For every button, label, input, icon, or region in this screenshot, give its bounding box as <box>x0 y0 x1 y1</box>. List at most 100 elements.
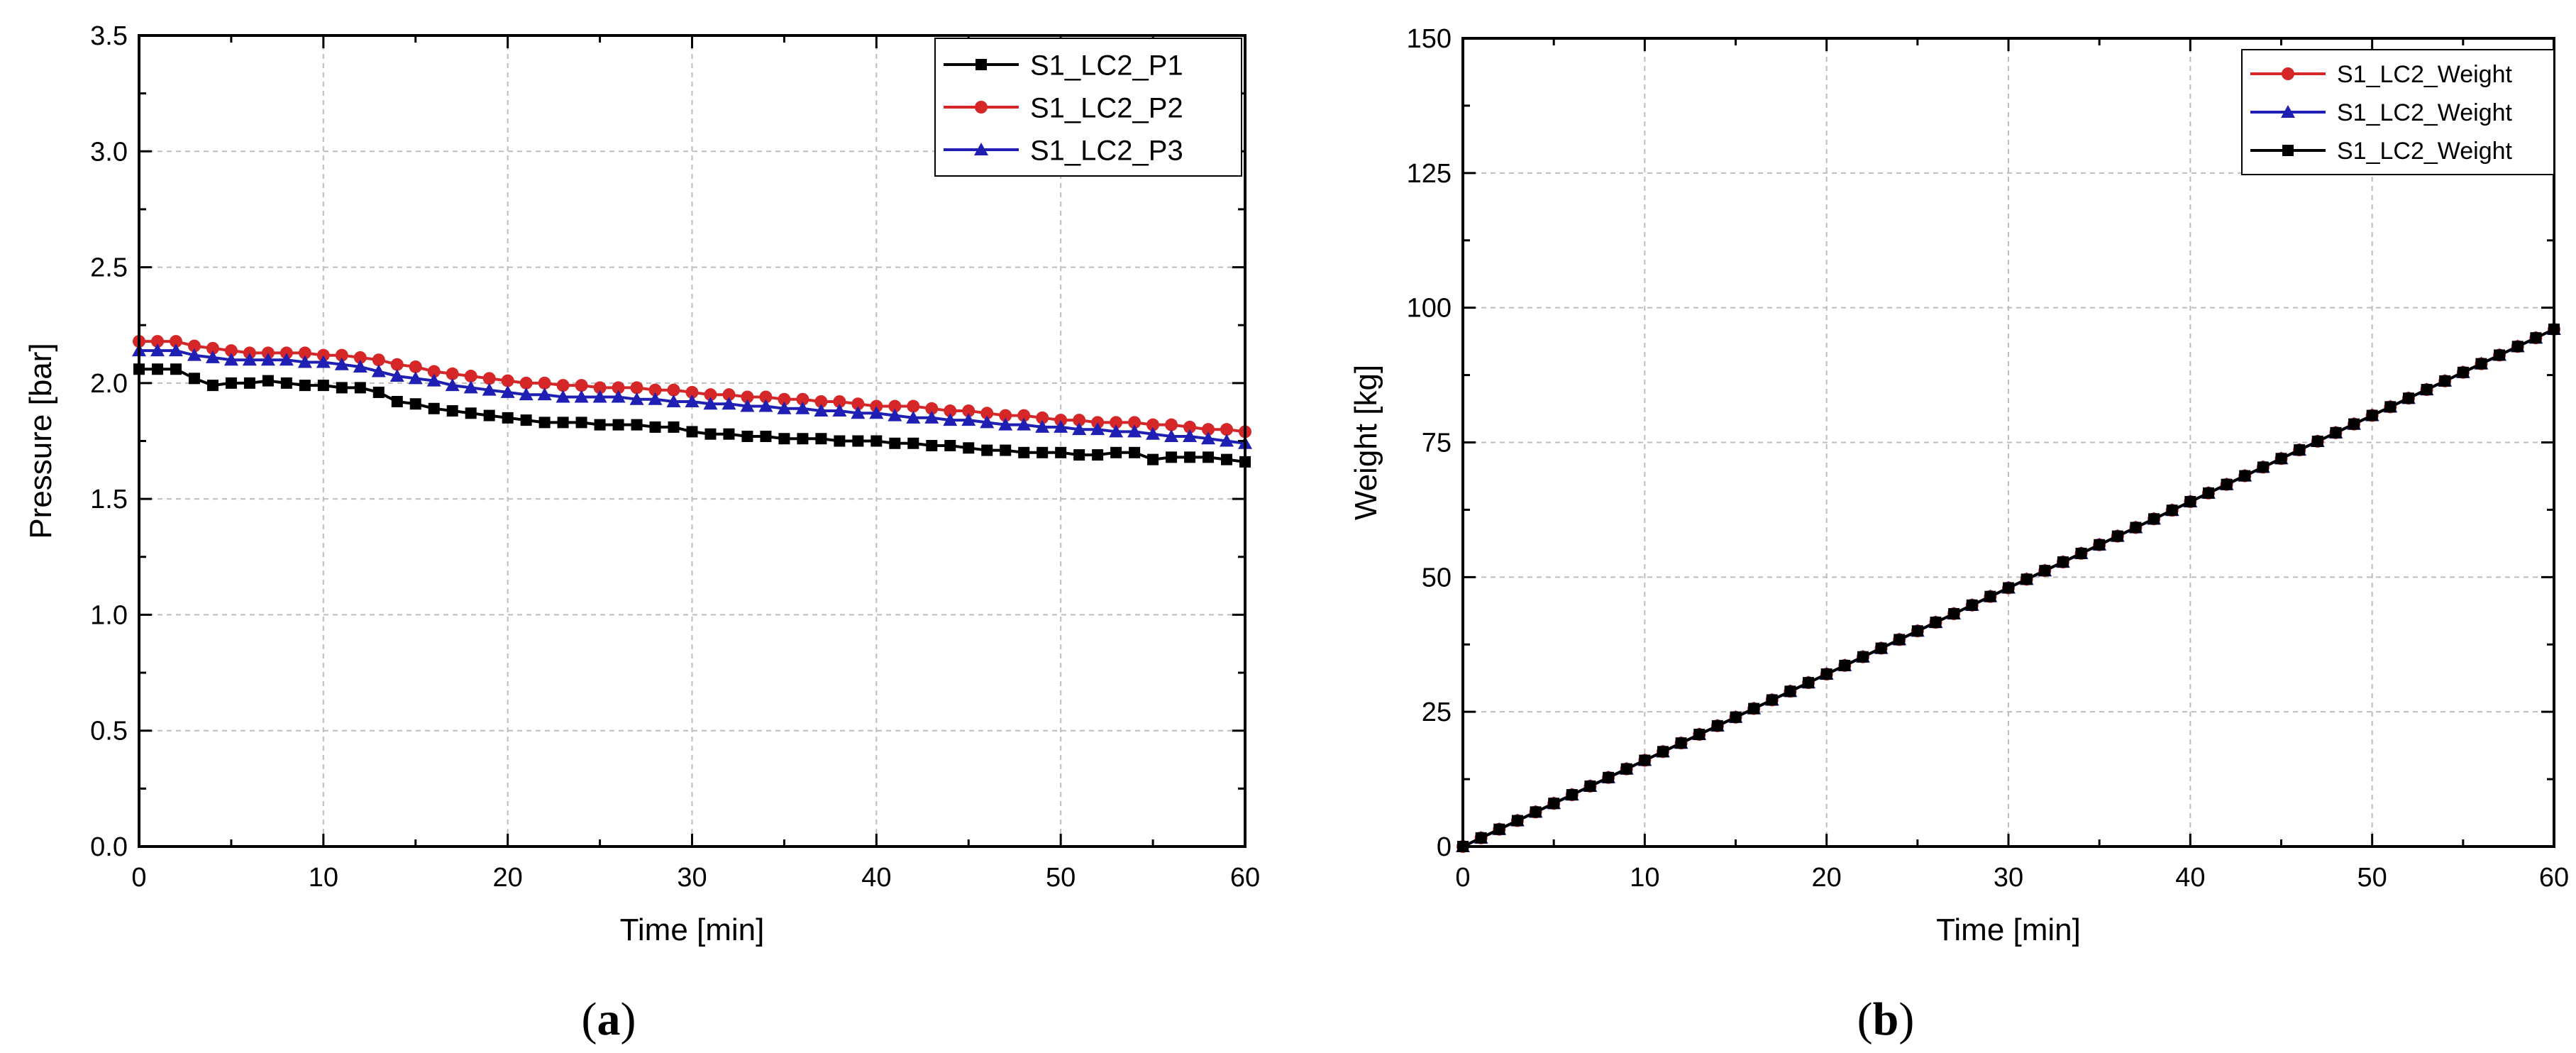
data-point-s3 <box>445 378 460 392</box>
data-point-s1 <box>575 417 587 429</box>
data-point-s3 <box>334 357 349 370</box>
data-point-s2 <box>851 397 865 411</box>
data-point-s2 <box>575 379 588 392</box>
data-point-s3 <box>906 410 921 424</box>
x-tick-label: 60 <box>1230 863 1260 893</box>
data-point-s3 <box>2511 341 2524 353</box>
data-point-s3 <box>408 371 423 385</box>
data-point-s3 <box>1875 642 1887 654</box>
data-point-s3 <box>353 359 367 373</box>
data-point-s1 <box>372 386 385 398</box>
data-point-s3 <box>980 415 995 429</box>
data-point-s2 <box>667 383 680 397</box>
data-point-s3 <box>1090 422 1105 436</box>
data-point-s2 <box>814 395 828 408</box>
data-point-s1 <box>1018 446 1030 458</box>
data-point-s1 <box>206 380 219 392</box>
x-tick-label: 10 <box>1630 863 1659 893</box>
data-point-s3 <box>1475 832 1487 844</box>
data-point-s3 <box>316 355 331 368</box>
data-point-s1 <box>1203 451 1215 463</box>
x-tick-label: 20 <box>1812 863 1842 893</box>
data-point-s3 <box>1072 422 1087 436</box>
data-point-s1 <box>502 412 514 424</box>
data-point-s3 <box>2094 539 2106 551</box>
data-point-s3 <box>2039 565 2051 577</box>
data-point-s1 <box>1166 451 1178 463</box>
data-point-s2 <box>630 381 643 395</box>
data-point-s2 <box>538 376 551 390</box>
legend-marker <box>975 101 988 114</box>
data-point-s3 <box>2221 478 2233 490</box>
data-point-s3 <box>2166 505 2178 517</box>
data-point-s3 <box>482 382 497 396</box>
legend: S1_LC2_Weight S1_LC2_Weight S1_LC2_Weight <box>2241 49 2555 175</box>
data-point-s3 <box>242 353 257 366</box>
data-point-s1 <box>1184 451 1196 463</box>
data-point-s2 <box>169 335 182 348</box>
data-point-s3 <box>205 350 220 363</box>
data-point-s3 <box>463 380 478 394</box>
data-point-s3 <box>1603 771 1615 783</box>
x-axis-title: Time [min] <box>620 913 765 947</box>
data-point-s1 <box>668 421 680 433</box>
data-point-s3 <box>851 406 866 419</box>
x-tick-label: 50 <box>1046 863 1076 893</box>
data-point-s3 <box>758 399 773 412</box>
data-point-s3 <box>740 399 755 412</box>
data-point-s1 <box>336 382 348 394</box>
data-point-s2 <box>1036 411 1049 424</box>
data-point-s3 <box>260 353 275 366</box>
data-point-s3 <box>500 385 515 398</box>
data-point-s3 <box>223 353 238 366</box>
data-point-s2 <box>372 353 385 367</box>
data-point-s3 <box>2075 547 2087 559</box>
data-point-s2 <box>759 390 773 404</box>
data-point-s1 <box>299 380 311 392</box>
data-point-s1 <box>778 433 790 445</box>
data-point-s1 <box>1055 446 1067 458</box>
data-point-s3 <box>814 404 829 417</box>
data-point-s3 <box>1748 702 1760 715</box>
data-point-s3 <box>2294 444 2306 456</box>
legend-label: S1_LC2_Weight <box>2337 138 2513 165</box>
data-point-s3 <box>1984 590 1996 602</box>
y-axis-title: Weight [kg] <box>1349 365 1383 520</box>
data-point-s3 <box>869 406 884 419</box>
data-point-s3 <box>2457 366 2469 378</box>
data-point-s3 <box>2003 582 2014 594</box>
data-point-s2 <box>980 407 994 420</box>
data-point-s3 <box>187 348 201 361</box>
data-point-s2 <box>962 404 975 418</box>
x-tick-label: 50 <box>2357 863 2387 893</box>
data-point-s2 <box>464 370 477 383</box>
data-point-s1 <box>354 382 366 394</box>
data-point-s3 <box>2494 349 2506 361</box>
data-point-s2 <box>1073 414 1086 427</box>
data-point-s3 <box>1675 737 1687 749</box>
data-point-s3 <box>1511 815 1523 827</box>
data-point-s1 <box>1147 453 1159 465</box>
data-point-s1 <box>280 377 292 389</box>
data-point-s1 <box>557 417 569 429</box>
data-point-s1 <box>723 428 735 440</box>
data-point-s3 <box>2257 461 2269 473</box>
data-point-s3 <box>703 397 718 410</box>
data-point-s3 <box>2421 384 2433 396</box>
data-point-s3 <box>2275 453 2287 465</box>
data-point-s2 <box>501 374 514 387</box>
data-point-s3 <box>1220 434 1234 447</box>
data-point-s1 <box>483 409 495 421</box>
y-tick-label: 2.5 <box>90 253 128 283</box>
data-point-s2 <box>1110 416 1123 429</box>
data-point-s1 <box>170 363 182 375</box>
data-point-s2 <box>519 376 533 390</box>
data-point-s1 <box>594 419 606 431</box>
data-point-s3 <box>2311 435 2323 447</box>
data-point-s3 <box>279 353 294 366</box>
data-point-s3 <box>1911 625 1923 637</box>
data-point-s3 <box>2366 409 2378 421</box>
data-point-s3 <box>611 390 626 403</box>
data-point-s1 <box>1129 446 1141 458</box>
data-point-s3 <box>1164 429 1179 442</box>
